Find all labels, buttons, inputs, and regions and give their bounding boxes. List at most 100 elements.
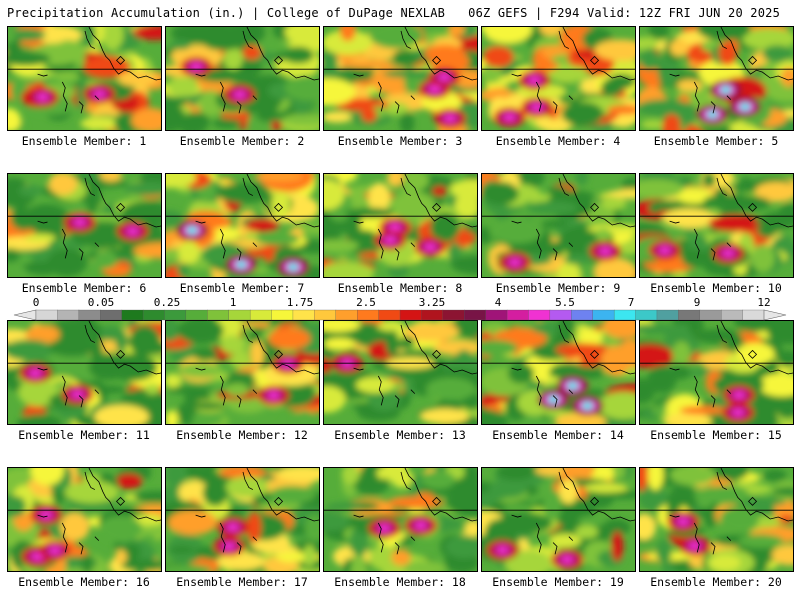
colorbar-tick-label: 2.5 [356,296,376,309]
ensemble-member-map [639,173,794,278]
colorbar-tick-label: 7 [627,296,635,309]
colorbar-tick-label: 3.25 [418,296,446,309]
boundary-outlines [640,174,793,261]
colorbar-bin [271,309,294,321]
colorbar-bin [100,309,123,321]
colorbar-tick-label: 0.25 [153,296,181,309]
boundary-outlines [166,468,319,555]
colorbar-bin [506,309,529,321]
colorbar-bin [678,309,701,321]
ensemble-member-map [165,26,320,131]
ensemble-member-map [481,173,636,278]
colorbar-bin [185,309,208,321]
colorbar-tick-label: 12 [757,296,771,309]
colorbar-bin [378,309,401,321]
boundary-outlines [8,321,161,408]
ensemble-member-label: Ensemble Member: 14 [492,428,624,442]
boundary-outlines [482,174,635,261]
colorbar-bin [549,309,572,321]
colorbar-bin [742,309,765,321]
ensemble-member-label: Ensemble Member: 3 [337,134,463,148]
boundary-outlines [324,27,477,114]
colorbar-bin [292,309,315,321]
boundary-outlines [640,321,793,408]
colorbar-bin [571,309,594,321]
colorbar-bin [357,309,380,321]
ensemble-member-map [481,26,636,131]
ensemble-member-map [165,173,320,278]
ensemble-member-map [481,467,636,572]
ensemble-member-map [7,26,162,131]
boundary-outlines [166,321,319,408]
boundary-outlines [324,174,477,261]
ensemble-member-label: Ensemble Member: 11 [18,428,150,442]
colorbar-tick-label: 4 [494,296,502,309]
colorbar-tick-label: 0 [32,296,40,309]
colorbar-bin [314,309,337,321]
colorbar-bin [656,309,679,321]
colorbar-bin [421,309,444,321]
ensemble-member-label: Ensemble Member: 18 [334,575,466,589]
ensemble-member-label: Ensemble Member: 8 [337,281,463,295]
colorbar-bin [78,309,101,321]
boundary-outlines [482,321,635,408]
boundary-outlines [482,468,635,555]
colorbar-tick-label: 1 [229,296,237,309]
colorbar-bin [442,309,465,321]
ensemble-member-map [323,26,478,131]
colorbar-bin [592,309,615,321]
ensemble-member-map [323,173,478,278]
boundary-outlines [324,321,477,408]
colorbar-bin [721,309,744,321]
boundary-outlines [8,27,161,114]
colorbar-bin [228,309,251,321]
ensemble-member-label: Ensemble Member: 19 [492,575,624,589]
ensemble-member-map [7,320,162,425]
ensemble-member-label: Ensemble Member: 1 [21,134,147,148]
boundary-outlines [166,27,319,114]
boundary-outlines [8,468,161,555]
ensemble-member-map [7,467,162,572]
colorbar-tick-label: 1.75 [286,296,314,309]
ensemble-member-label: Ensemble Member: 13 [334,428,466,442]
colorbar-bin [699,309,722,321]
ensemble-member-map [481,320,636,425]
colorbar-bin [142,309,165,321]
ensemble-member-label: Ensemble Member: 4 [495,134,621,148]
ensemble-member-map [7,173,162,278]
colorbar-tick-label: 0.05 [87,296,115,309]
ensemble-member-label: Ensemble Member: 5 [653,134,779,148]
colorbar-max-arrow [763,309,787,321]
colorbar-tick-label: 5.5 [555,296,575,309]
colorbar-bin [528,309,551,321]
colorbar-bin [635,309,658,321]
boundary-outlines [640,468,793,555]
colorbar-bin [613,309,636,321]
colorbar-tick-label: 9 [693,296,701,309]
boundary-outlines [482,27,635,114]
colorbar-bin [121,309,144,321]
ensemble-member-map [165,320,320,425]
run-info: 06Z GEFS | F294 Valid: 12Z FRI JUN 20 20… [468,6,780,20]
colorbar-bin [485,309,508,321]
ensemble-member-label: Ensemble Member: 16 [18,575,150,589]
colorbar-strip [13,309,787,321]
ensemble-member-map [639,26,794,131]
map-title: Precipitation Accumulation (in.) | Colle… [7,6,446,20]
precip-colorbar: 0 0.05 0.25 1 1.75 2.5 3.25 4 5.5 7 9 12 [0,296,800,322]
ensemble-member-map [323,320,478,425]
colorbar-bin [399,309,422,321]
ensemble-member-label: Ensemble Member: 2 [179,134,305,148]
boundary-outlines [8,174,161,261]
ensemble-member-label: Ensemble Member: 17 [176,575,308,589]
boundary-outlines [324,468,477,555]
ensemble-member-map [639,467,794,572]
colorbar-bin [249,309,272,321]
colorbar-min-arrow [13,309,37,321]
boundary-outlines [166,174,319,261]
colorbar-bin [464,309,487,321]
ensemble-member-map [323,467,478,572]
ensemble-member-label: Ensemble Member: 6 [21,281,147,295]
ensemble-member-label: Ensemble Member: 7 [179,281,305,295]
colorbar-bin [35,309,58,321]
